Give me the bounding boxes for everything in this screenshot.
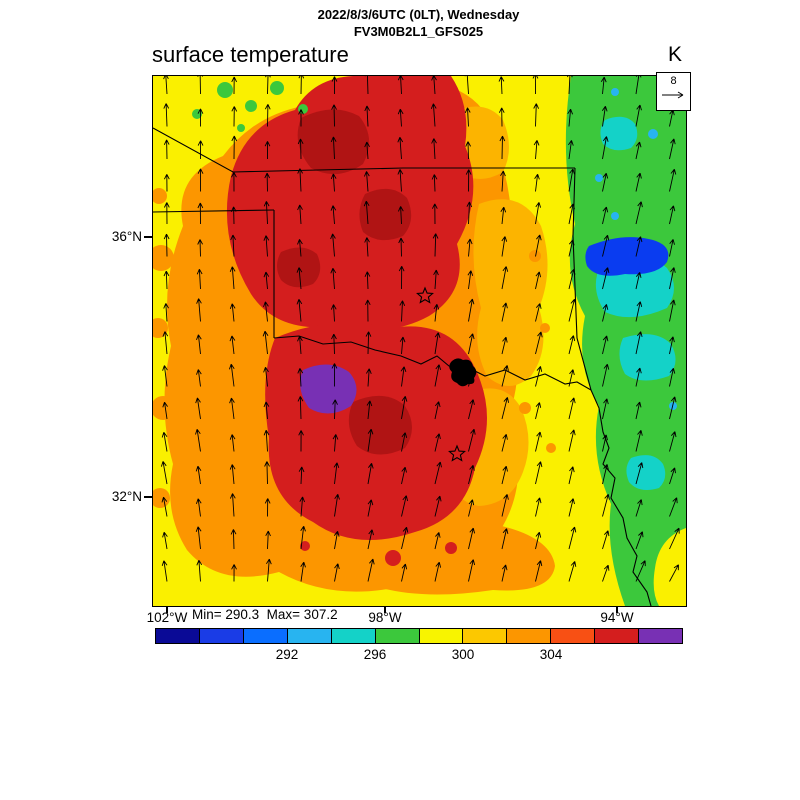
colorbar-segment — [506, 628, 552, 644]
lon-tick-mark-98w — [384, 606, 386, 613]
colorbar-tick-label: 292 — [275, 647, 299, 662]
lat-label-32n: 32°N — [111, 489, 142, 504]
colorbar-segment — [374, 628, 420, 644]
state-borders — [153, 127, 652, 606]
colorbar-segment — [594, 628, 640, 644]
lat-tick-mark-32n — [144, 496, 152, 498]
field-region-cyan-2 — [619, 334, 676, 381]
temperature-map-canvas — [153, 76, 686, 606]
temperature-map — [152, 75, 687, 607]
lon-label-94w: 94°W — [600, 610, 634, 625]
colorbar-segment — [155, 628, 200, 644]
datetime-title: 2022/8/3/6UTC (0LT), Wednesday — [317, 7, 520, 22]
colorbar-tick-label: 300 — [451, 647, 475, 662]
colorbar-labels: 292 296 300 304 — [155, 647, 683, 665]
lake-shape — [449, 358, 477, 387]
model-title: FV3M0B2L1_GFS025 — [353, 24, 484, 39]
lat-label-36n: 36°N — [111, 229, 142, 244]
colorbar-segment — [638, 628, 684, 644]
lat-tick-mark-36n — [144, 236, 152, 238]
colorbar — [155, 628, 684, 644]
field-region-darkred-2 — [359, 188, 412, 241]
minmax-label: Min= 290.3 Max= 307.2 — [192, 607, 338, 622]
city-star-icon — [448, 444, 466, 462]
city-star-markers — [416, 286, 466, 462]
field-region-purple-patch — [300, 364, 357, 414]
reference-vector-arrow-icon — [662, 91, 684, 99]
lon-label-98w: 98°W — [368, 610, 402, 625]
units-label: K — [667, 43, 682, 66]
wind-vectors — [160, 76, 680, 582]
field-region-gold-band-mid — [473, 199, 548, 386]
temperature-field — [153, 76, 686, 606]
colorbar-segment — [198, 628, 244, 644]
header-titles: 2022/8/3/6UTC (0LT), Wednesday FV3M0B2L1… — [152, 6, 685, 40]
colorbar-segment — [286, 628, 332, 644]
lon-tick-mark-102w — [166, 606, 168, 613]
colorbar-segment — [418, 628, 464, 644]
colorbar-segment — [242, 628, 288, 644]
field-region-darkred-4 — [277, 247, 321, 288]
lon-tick-mark-94w — [616, 606, 618, 613]
reference-vector-value: 8 — [670, 75, 677, 87]
field-region-cyan-4 — [626, 455, 666, 490]
colorbar-tick-label: 304 — [539, 647, 563, 662]
colorbar-segment — [550, 628, 596, 644]
city-star-icon — [416, 286, 434, 304]
plot-title: surface temperature — [152, 42, 349, 67]
colorbar-segment — [330, 628, 376, 644]
field-region-cyan-3 — [600, 116, 638, 151]
lon-label-102w: 102°W — [146, 610, 188, 625]
reference-vector-box: 8 — [656, 72, 691, 111]
field-region-coldpool-blue — [585, 237, 669, 276]
colorbar-tick-label: 296 — [363, 647, 387, 662]
field-region-darkred-3 — [348, 395, 412, 455]
colorbar-segment — [462, 628, 508, 644]
